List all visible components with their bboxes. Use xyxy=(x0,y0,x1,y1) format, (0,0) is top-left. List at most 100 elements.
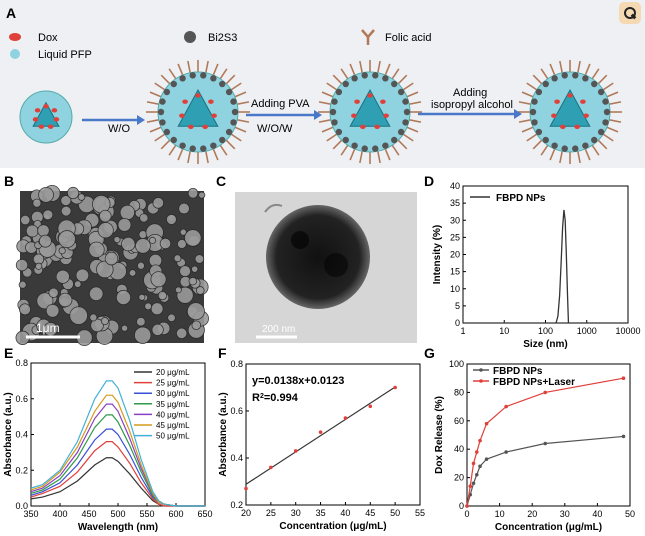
x-tick-label: 20 xyxy=(241,508,251,518)
panel-b-sem: B 1μm xyxy=(4,173,209,346)
data-point-6 xyxy=(393,385,397,390)
data-point-0-4 xyxy=(478,464,482,469)
data-point-2 xyxy=(293,449,298,453)
legend-bis: Bi2S3 xyxy=(208,32,237,44)
x-tick-label: 35 xyxy=(316,508,326,518)
y-tick-label: 35 xyxy=(450,198,460,208)
legend-folic: Folic acid xyxy=(385,32,431,44)
data-point-3 xyxy=(318,430,323,434)
chart-f: F 0.2 0.4 0.6 0.8 20 25 30 35 40 45 50 55 Concentrati… xyxy=(218,345,425,532)
fit-equation: y=0.0138x+0.0123 xyxy=(252,375,344,387)
x-tick-label: 350 xyxy=(23,509,38,519)
x-tick-label: 55 xyxy=(415,508,425,518)
y-tick-label: 40 xyxy=(454,444,464,454)
data-point-5 xyxy=(368,404,373,409)
panel-letter-f: F xyxy=(218,345,227,361)
y-tick-label: 100 xyxy=(449,359,464,369)
x-tick-label: 50 xyxy=(625,509,635,519)
x-tick-label: 100 xyxy=(538,326,553,336)
y-tick-label: 80 xyxy=(454,387,464,397)
x-axis-label: Wavelength (nm) xyxy=(78,522,158,533)
panel-letter-e: E xyxy=(4,345,13,361)
series-line-6 xyxy=(30,380,205,507)
panel-letter-c: C xyxy=(216,173,226,189)
legend-label-3: 35 μg/mL xyxy=(156,400,190,409)
y-tick-label: 20 xyxy=(454,473,464,483)
x-tick-label: 20 xyxy=(527,509,537,519)
y-tick-label: 0 xyxy=(455,318,460,328)
y-axis-label: Absorbance (a.u.) xyxy=(3,392,14,476)
data-point-1-8 xyxy=(621,376,626,381)
x-tick-label: 30 xyxy=(291,508,301,518)
data-point-1-5 xyxy=(484,421,489,426)
sem-scale-label: 1μm xyxy=(36,321,60,335)
folic-acid-legend-icon xyxy=(361,29,375,45)
data-point-1-4 xyxy=(478,438,482,443)
y-tick-label: 10 xyxy=(450,284,460,294)
data-point-1-1 xyxy=(468,484,473,488)
y-tick-label: 0.6 xyxy=(15,394,28,404)
x-tick-label: 550 xyxy=(139,509,154,519)
panel-letter-a: A xyxy=(6,5,16,21)
data-point-0-5 xyxy=(484,457,489,461)
y-axis-label: Intensity (%) xyxy=(432,225,443,284)
x-tick-label: 50 xyxy=(390,508,400,518)
x-axis-label: Concentration (μg/mL) xyxy=(495,522,602,533)
x-axis-label: Concentration (μg/mL) xyxy=(279,521,386,532)
step2-top-label: Adding PVA xyxy=(251,98,310,110)
series-line-fbpd xyxy=(463,209,628,324)
tem-scale-label: 200 nm xyxy=(262,324,295,335)
data-point-0-6 xyxy=(504,450,508,454)
panel-letter-b: B xyxy=(4,173,14,189)
bis-legend-icon xyxy=(184,31,196,43)
data-point-0 xyxy=(244,486,248,491)
y-tick-label: 20 xyxy=(450,250,460,260)
y-axis-label: Dox Release (%) xyxy=(434,396,445,474)
y-tick-label: 0.8 xyxy=(230,359,243,369)
x-axis-label: Size (nm) xyxy=(523,339,567,350)
legend-label: FBPD NPs xyxy=(496,193,546,204)
y-tick-label: 0.2 xyxy=(230,500,243,510)
x-tick-label: 1000 xyxy=(577,326,597,336)
legend-marker-1 xyxy=(479,379,483,383)
panel-a-scheme: A Dox Liquid PFP Bi2S3 Folic acid W/O Ad… xyxy=(0,0,645,168)
data-point-0-2 xyxy=(471,481,476,486)
data-point-1 xyxy=(269,465,273,470)
x-tick-label: 40 xyxy=(340,508,350,518)
x-tick-label: 45 xyxy=(365,508,375,518)
pfp-legend-icon xyxy=(10,49,20,59)
step3-bottom-label: isopropyl alcohol xyxy=(431,99,513,111)
fit-r2: R2=0.994 xyxy=(252,392,299,404)
panel-letter-d: D xyxy=(424,173,434,189)
data-point-0-8 xyxy=(621,434,626,439)
x-tick-label: 25 xyxy=(266,508,276,518)
legend-dox: Dox xyxy=(38,32,58,44)
chart-e: E 0.0 0.2 0.4 0.6 0.8 350 400 450 500 550 600 650 Wav… xyxy=(3,345,213,533)
legend-label-1: 25 μg/mL xyxy=(156,379,190,388)
x-tick-label: 400 xyxy=(52,509,67,519)
legend-label-2: 30 μg/mL xyxy=(156,389,190,398)
y-tick-label: 60 xyxy=(454,416,464,426)
step3-top-label: Adding xyxy=(453,87,487,99)
series-line-1 xyxy=(30,441,205,507)
data-point-1-0 xyxy=(465,504,469,508)
data-point-1-7 xyxy=(543,390,548,395)
y-tick-label: 0.8 xyxy=(15,358,28,368)
legend-label-5: 45 μg/mL xyxy=(156,421,190,430)
legend-pfp: Liquid PFP xyxy=(38,49,92,61)
data-point-1-3 xyxy=(474,450,479,454)
panel-letter-g: G xyxy=(424,345,435,361)
x-tick-label: 10 xyxy=(495,509,505,519)
step2-bottom-label: W/O/W xyxy=(257,123,293,135)
y-tick-label: 5 xyxy=(455,301,460,311)
y-tick-label: 40 xyxy=(450,181,460,191)
legend-label-0: FBPD NPs xyxy=(493,366,543,377)
data-point-0-7 xyxy=(543,441,548,446)
panel-c-tem: C 200 nm xyxy=(216,173,417,343)
y-tick-label: 25 xyxy=(450,232,460,242)
x-tick-label: 30 xyxy=(560,509,570,519)
camera-icon[interactable] xyxy=(619,2,641,24)
x-tick-label: 450 xyxy=(81,509,96,519)
series-line-0 xyxy=(30,457,205,507)
